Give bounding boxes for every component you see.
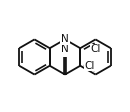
Text: Cl: Cl [84,61,95,71]
Text: N: N [61,44,69,54]
Text: Cl: Cl [90,44,101,54]
Text: N: N [61,34,69,44]
